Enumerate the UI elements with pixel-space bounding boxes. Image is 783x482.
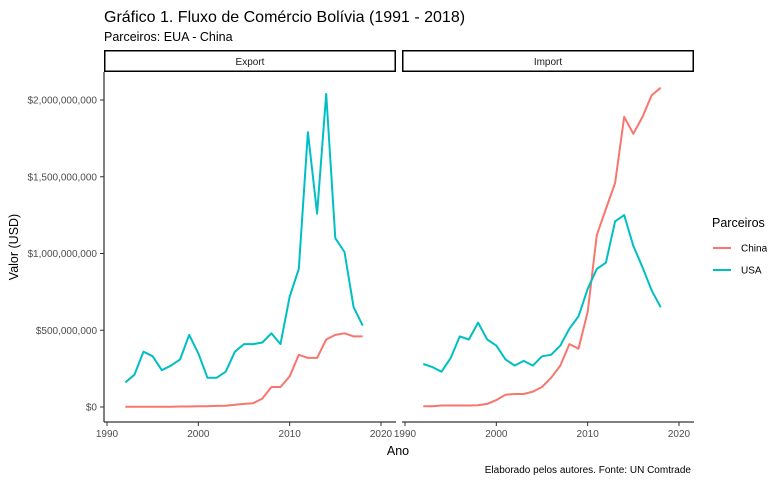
chart-title: Gráfico 1. Fluxo de Comércio Bolívia (19… — [104, 9, 465, 26]
legend-title: Parceiros — [712, 216, 765, 230]
legend: Parceiros China USA — [712, 216, 768, 277]
strip-import-label: Import — [534, 57, 563, 68]
x-tick-label-import-2000: 2000 — [485, 429, 508, 440]
y-tick-label-3: $1,500,000,000 — [27, 172, 97, 183]
facet-panels: Export 1990 2000 2010 2020 Import 1990 2000 2010… — [96, 50, 694, 440]
series-line-import-usa — [422, 214, 662, 373]
y-tick-label-4: $2,000,000,000 — [27, 96, 97, 107]
y-axis-title: Valor (USD) — [7, 214, 21, 280]
series-line-import-china — [423, 86, 662, 408]
y-tick-label-0: $0 — [86, 403, 98, 414]
chart-subtitle: Parceiros: EUA - China — [104, 30, 233, 44]
legend-label-china: China — [741, 244, 768, 255]
strip-export-label: Export — [236, 57, 265, 68]
x-tick-label-export-2000: 2000 — [187, 429, 210, 440]
x-tick-label-export-2020: 2020 — [370, 429, 393, 440]
x-tick-label-import-2020: 2020 — [668, 429, 691, 440]
y-axis: $0 $500,000,000 $1,000,000,000 $1,500,000,0… — [27, 96, 104, 414]
x-tick-label-export-1990: 1990 — [96, 429, 119, 440]
panel-import: Import 1990 2000 2010 2020 — [394, 50, 694, 440]
x-axis-title: Ano — [387, 444, 409, 458]
series-line-export-china — [125, 332, 363, 408]
chart-caption: Elaborado pelos autores. Fonte: UN Comtr… — [485, 465, 692, 476]
y-tick-label-2: $1,000,000,000 — [27, 249, 97, 260]
series-line-export-usa — [124, 92, 364, 384]
y-tick-label-1: $500,000,000 — [36, 326, 98, 337]
x-tick-label-import-1990: 1990 — [394, 429, 417, 440]
strip-export-box — [104, 50, 396, 72]
legend-label-usa: USA — [741, 266, 762, 277]
strip-import-box — [402, 50, 694, 72]
panel-export: Export 1990 2000 2010 2020 — [96, 50, 396, 440]
x-tick-label-export-2010: 2010 — [279, 429, 302, 440]
x-tick-label-import-2010: 2010 — [577, 429, 600, 440]
